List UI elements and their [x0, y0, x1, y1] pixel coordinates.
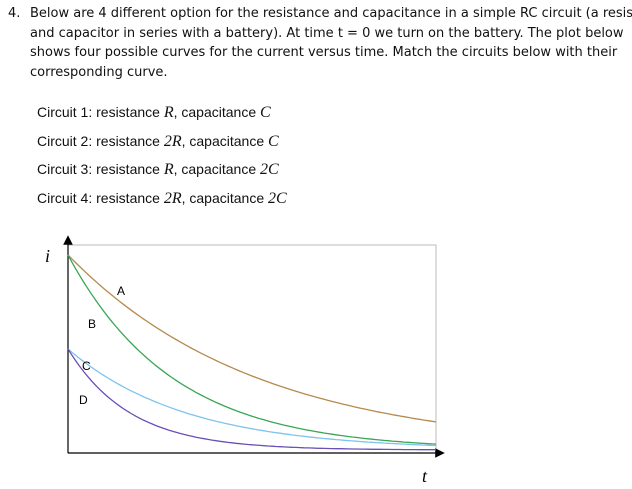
question-line: corresponding curve.	[30, 64, 168, 80]
circuit-text: , capacitance	[181, 189, 268, 206]
circuit-text: 2R	[163, 189, 182, 207]
curve-label: D	[79, 393, 88, 407]
y-axis-label: i	[45, 246, 50, 266]
circuit-text: R	[163, 161, 174, 178]
circuit-text: , capacitance	[181, 132, 268, 149]
circuit: Circuit 4: resistance 2R, capacitance 2C	[37, 190, 287, 208]
circuit-text: Circuit 2: resistance	[37, 132, 164, 149]
circuit: Circuit 1: resistance R, capacitance C	[37, 104, 271, 122]
circuit-text: 2C	[260, 161, 279, 178]
circuit-text: C	[268, 132, 279, 150]
question-line: Below are 4 different option for the res…	[30, 6, 632, 21]
circuit-text: Circuit 3: resistance	[37, 161, 164, 177]
curve	[67, 348, 436, 451]
curve-label: A	[117, 284, 125, 298]
curve	[67, 348, 437, 447]
circuit-text: Circuit 4: resistance	[37, 189, 164, 206]
question-line: and capacitor in series with a battery).…	[30, 25, 624, 41]
curves	[67, 254, 437, 451]
curve	[67, 254, 437, 423]
curve-label: B	[88, 317, 96, 331]
curve-label: C	[82, 359, 91, 373]
question-line: shows four possible curves for the curre…	[30, 45, 618, 60]
circuit-text: , capacitance	[173, 161, 260, 177]
plot-frame	[67, 244, 437, 454]
circuit: Circuit 2: resistance 2R, capacitance C	[37, 133, 279, 151]
circuit-text: Circuit 1: resistance	[37, 104, 164, 120]
circuit-text: C	[260, 104, 271, 121]
circuit-text: , capacitance	[173, 104, 260, 120]
circuit-text: 2R	[163, 132, 182, 150]
question-number: 4.	[8, 6, 21, 21]
x-axis-label: t	[422, 466, 428, 486]
circuit: Circuit 3: resistance R, capacitance 2C	[37, 161, 279, 179]
curve	[67, 254, 437, 445]
circuit-text: 2C	[268, 189, 287, 207]
circuit-text: R	[163, 104, 174, 121]
